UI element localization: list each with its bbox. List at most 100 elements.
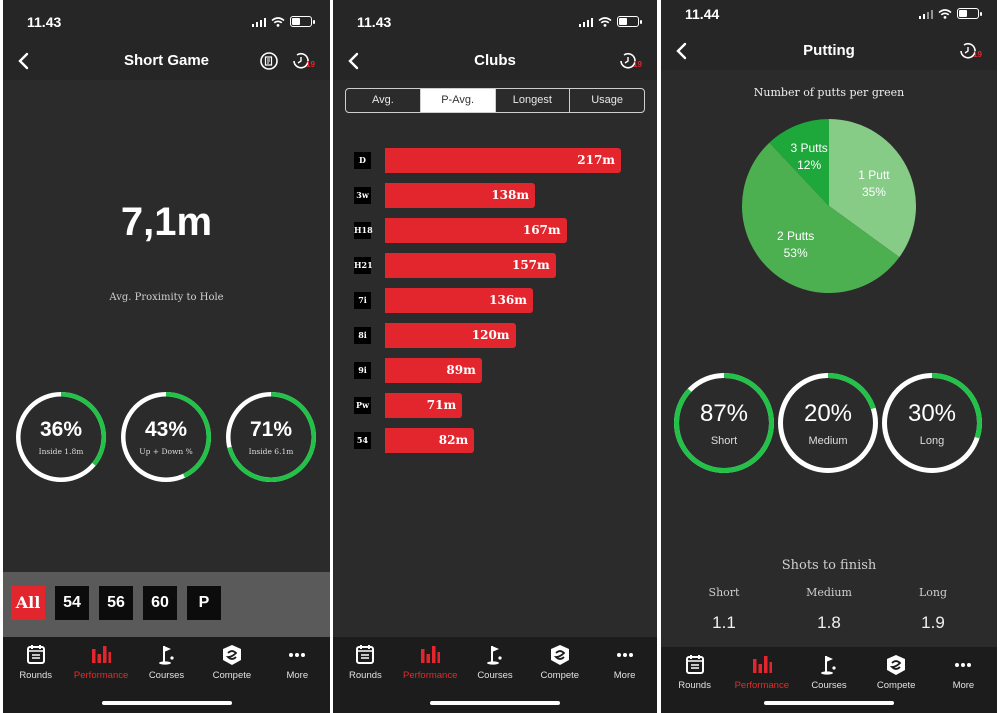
segment-longest[interactable]: Longest <box>496 89 571 112</box>
scorecard-icon[interactable] <box>258 50 280 72</box>
more-icon <box>955 663 972 667</box>
club-distance-bar[interactable]: 136m <box>385 288 533 313</box>
tab-compete[interactable]: Compete <box>528 643 592 681</box>
club-distance-bar[interactable]: 138m <box>385 183 536 208</box>
ring-progress <box>226 392 316 482</box>
back-icon[interactable] <box>671 40 693 62</box>
short-game-content: 7,1m Avg. Proximity to Hole 36% Inside 1… <box>3 80 330 637</box>
tab-performance[interactable]: Performance <box>398 643 462 681</box>
bar-value-label: 157m <box>511 258 550 272</box>
short-game-screen: 11.43 Short Game 19 7,1m Avg. Proximity … <box>3 0 330 713</box>
segment-usage[interactable]: Usage <box>591 94 624 106</box>
tab-label: Performance <box>73 670 129 681</box>
tab-label: Courses <box>477 670 513 681</box>
stf-value: 1.1 <box>712 613 736 632</box>
compete-icon <box>887 655 906 675</box>
tab-rounds[interactable]: Rounds <box>333 643 397 681</box>
club-distance-bar[interactable]: 217m <box>385 148 621 173</box>
stf-label: Long <box>918 586 948 599</box>
shots-to-finish-medium: Medium 1.8 <box>784 586 874 633</box>
tab-performance[interactable]: Performance <box>730 653 794 691</box>
tab-compete[interactable]: Compete <box>200 643 264 681</box>
page-title: Short Game <box>123 52 210 69</box>
segment-avg[interactable]: Avg. <box>346 89 421 112</box>
ring-value: 30% <box>907 400 957 427</box>
filter-p-button[interactable]: P <box>187 586 221 620</box>
shots-to-finish-short: Short 1.1 <box>679 586 769 633</box>
home-indicator <box>430 701 560 705</box>
tab-courses[interactable]: Courses <box>797 653 861 691</box>
history-badge: 19 <box>633 60 642 69</box>
club-distance-bar[interactable]: 82m <box>385 428 475 453</box>
rounds-icon <box>26 645 45 664</box>
tab-compete[interactable]: Compete <box>864 653 928 691</box>
club-distance-bar[interactable]: 89m <box>385 358 482 383</box>
home-indicator <box>101 701 232 705</box>
tab-courses[interactable]: Courses <box>463 643 527 681</box>
courses-icon <box>487 646 502 665</box>
stf-label: Short <box>708 586 740 599</box>
putting-ring-medium: 20% Medium <box>778 373 878 473</box>
history-icon[interactable] <box>290 50 312 72</box>
tab-more[interactable]: More <box>265 643 329 681</box>
shots-to-finish-long: Long 1.9 <box>888 586 978 633</box>
club-label: H21 <box>354 257 373 274</box>
bar-value-label: 120m <box>471 328 510 342</box>
system-icons <box>918 8 982 19</box>
club-distance-bar[interactable]: 157m <box>385 253 556 278</box>
tab-courses[interactable]: Courses <box>135 643 199 681</box>
bar-value-label: 71m <box>426 398 457 412</box>
stat-ring-up-down: 43% Up + Down % <box>121 392 211 482</box>
ring-progress <box>778 373 878 473</box>
club-label: 54 <box>354 432 371 449</box>
progress-ring <box>16 392 106 482</box>
tab-rounds[interactable]: Rounds <box>663 653 727 691</box>
ring-label: Up + Down % <box>139 447 193 456</box>
filter-56-button[interactable]: 56 <box>99 586 133 620</box>
filter-60-button[interactable]: 60 <box>143 586 177 620</box>
segment-p-avg[interactable]: P-Avg. <box>420 89 496 112</box>
putts-pie-chart: 1 Putt 35% 2 Putts 53% 3 Putts 12% <box>742 119 916 294</box>
ring-value: 43% <box>144 418 188 441</box>
system-icons <box>251 16 315 27</box>
clubs-screen: 11.43 Clubs 19 Avg. P-Avg. Longest Usage… <box>333 0 657 713</box>
ring-label: Long <box>919 435 945 447</box>
cellular-signal-icon <box>918 9 933 19</box>
history-icon[interactable] <box>617 50 639 72</box>
battery-icon <box>957 8 982 19</box>
club-distance-bar[interactable]: 167m <box>385 218 567 243</box>
tab-more[interactable]: More <box>593 643 657 681</box>
history-icon[interactable] <box>957 40 979 62</box>
putting-ring-short: 87% Short <box>674 373 774 473</box>
page-title: Putting <box>803 42 855 59</box>
tab-label: Courses <box>148 670 185 681</box>
stf-value: 1.9 <box>921 613 945 632</box>
progress-ring <box>121 392 211 482</box>
tab-rounds[interactable]: Rounds <box>4 643 68 681</box>
filter-54-button[interactable]: 54 <box>55 586 89 620</box>
tab-performance[interactable]: Performance <box>69 643 133 681</box>
battery-icon <box>617 16 642 27</box>
courses-icon <box>821 656 836 675</box>
tab-more[interactable]: More <box>931 653 995 691</box>
club-distance-bar[interactable]: 120m <box>385 323 516 348</box>
bar-value-label: 167m <box>522 223 561 237</box>
ring-label: Medium <box>808 435 848 447</box>
performance-icon <box>752 656 772 673</box>
club-label: Pw <box>354 397 371 414</box>
putting-screen: 11.44 Putting 19 Number of putts per gre… <box>661 0 997 713</box>
history-badge: 19 <box>306 60 315 69</box>
back-icon[interactable] <box>343 50 365 72</box>
filter-all-button[interactable]: All <box>11 586 45 620</box>
slice-percent: 12% <box>797 158 821 172</box>
stat-ring-inside-1-8m: 36% Inside 1.8m <box>16 392 106 482</box>
pie-chart-title: Number of putts per green <box>753 86 905 99</box>
back-icon[interactable] <box>13 50 35 72</box>
slice-label: 2 Putts <box>777 229 814 243</box>
ring-value: 20% <box>803 400 853 427</box>
avg-proximity-label: Avg. Proximity to Hole <box>109 292 224 303</box>
bar-value-label: 138m <box>491 188 530 202</box>
club-distance-bar[interactable]: 71m <box>385 393 463 418</box>
status-time: 11.43 <box>357 14 392 30</box>
slice-percent: 35% <box>862 185 886 199</box>
